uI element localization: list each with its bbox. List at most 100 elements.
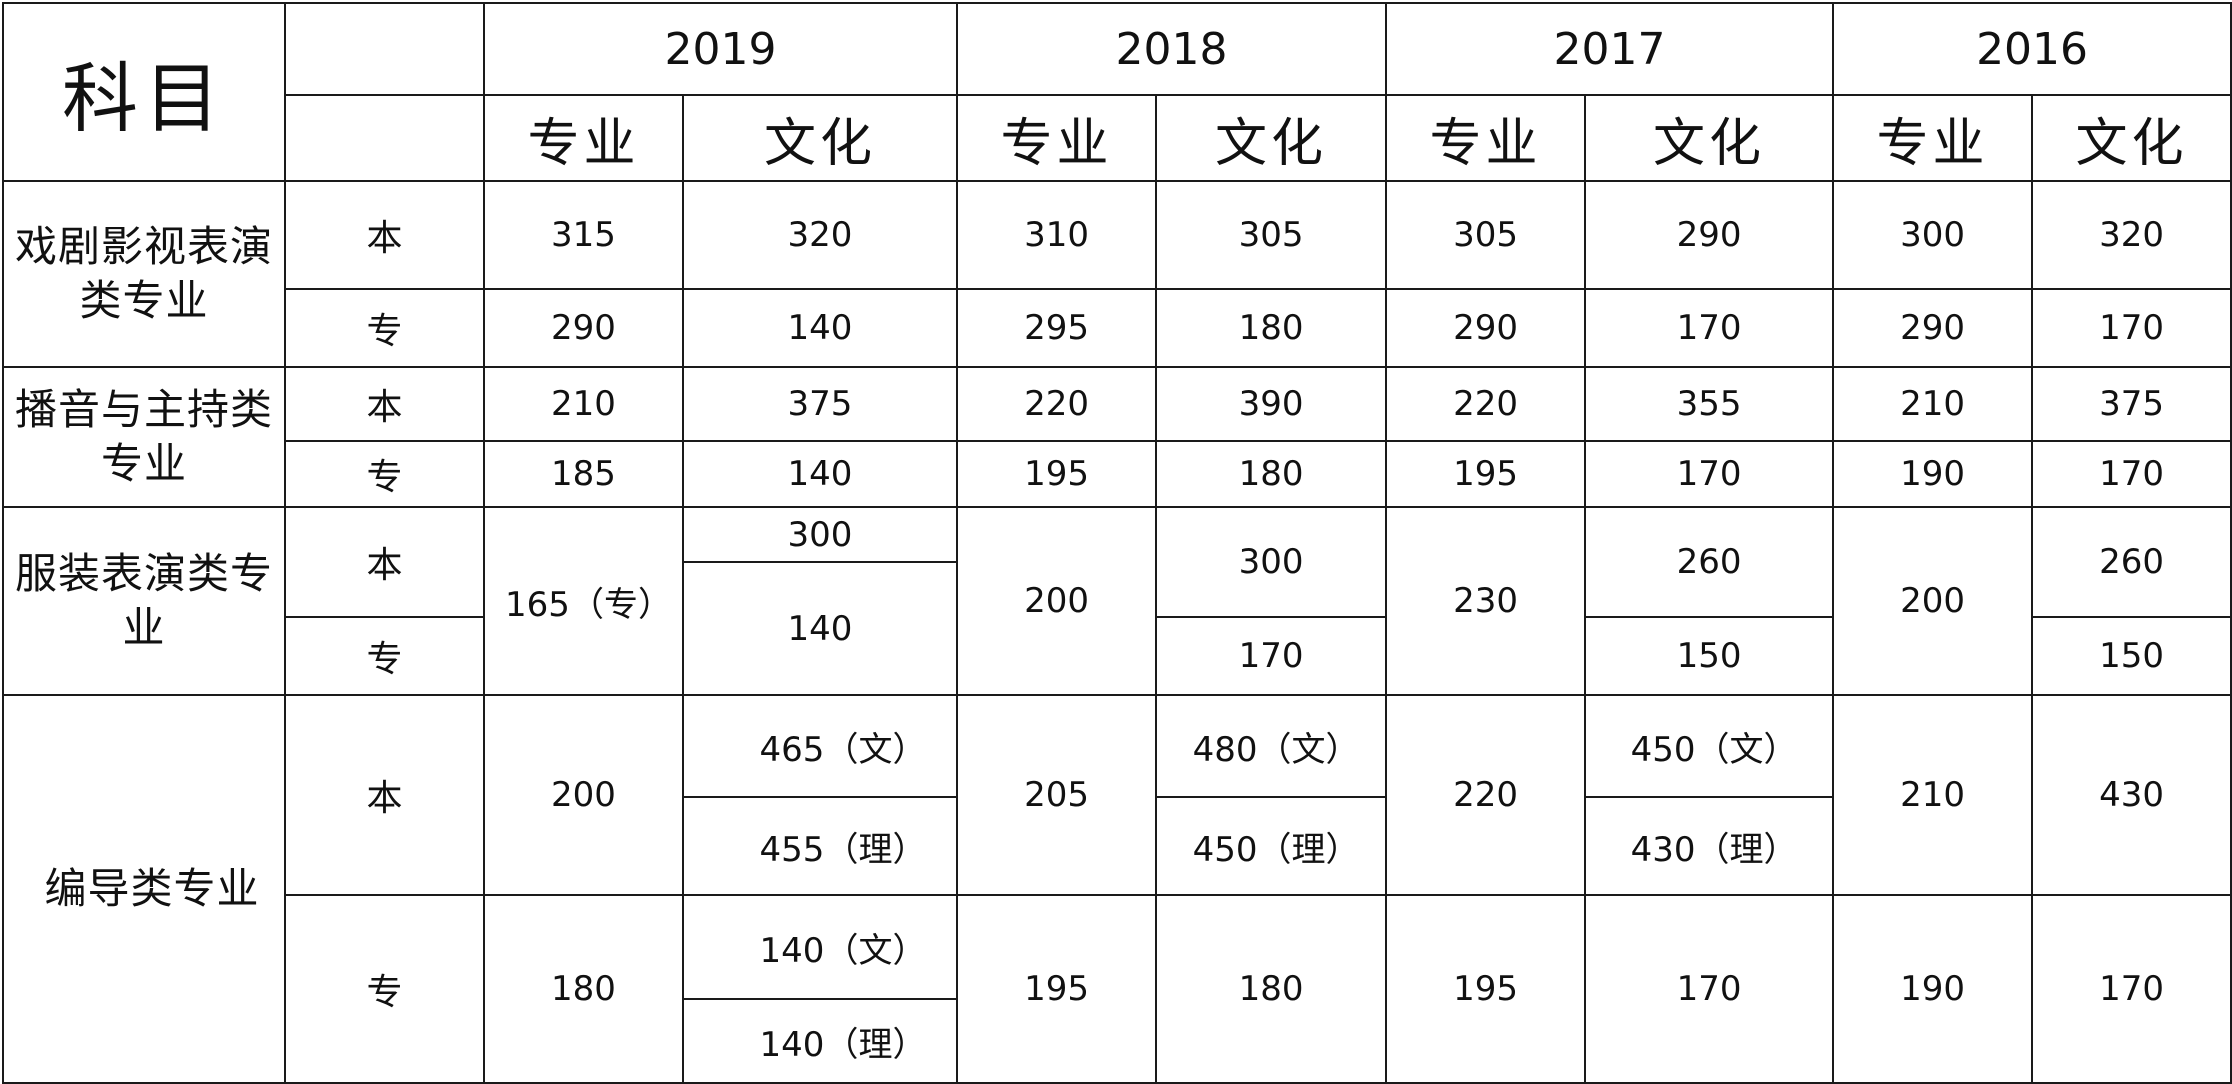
score-cell: 375 (2031, 366, 2232, 442)
score-cell: 170 (1584, 288, 1835, 368)
table-row: 140 (3, 561, 2231, 696)
score-cell: 200 (483, 694, 684, 896)
table-row: 编导类专业 本 200 465（文） 205 480（文） 220 450（文）… (2, 694, 2232, 1084)
score-cell: 195 (956, 440, 1158, 508)
score-cell: 195 (1385, 894, 1587, 1084)
score-cell: 220 (956, 366, 1158, 442)
score-cell: 320 (2031, 180, 2232, 290)
level-ben: 本 (284, 506, 485, 618)
level-zhuan: 专 (284, 288, 485, 368)
score-cell: 170 (2031, 288, 2232, 368)
score-cell: 480（文） (1155, 694, 1388, 798)
table-row: 服装表演类专业 本 165（专） 300 200 300 230 260 200… (2, 506, 2232, 696)
score-cell: 210 (483, 366, 684, 442)
score-cell: 165（专） (483, 506, 684, 696)
table-row: 专 170 150 150 (3, 616, 2232, 696)
year-header-2018: 2018 (956, 2, 1388, 96)
zhuanye-header-2016: 专业 (1832, 94, 2034, 182)
score-cell: 295 (956, 288, 1158, 368)
score-cell: 140 (681, 561, 959, 696)
table-row: 140（理） (3, 998, 2231, 1084)
score-cell: 180 (1155, 894, 1388, 1084)
score-cell: 290 (1584, 180, 1835, 290)
zhuanye-header-2018: 专业 (956, 94, 1158, 182)
score-cell: 150 (1584, 616, 1835, 696)
score-cell: 450（理） (1155, 796, 1388, 896)
score-cell: 310 (956, 180, 1158, 290)
score-cell: 430（理） (1584, 796, 1835, 896)
wenhua-header-2018: 文化 (1155, 94, 1388, 182)
score-cell: 180 (483, 894, 684, 1084)
table-row: 专 290 140 295 180 290 170 290 170 (3, 288, 2232, 368)
score-cell: 200 (1832, 506, 2034, 696)
header-row-types: 专业 文化 专业 文化 专业 文化 专业 文化 (3, 94, 2232, 182)
score-cell: 300 (1155, 506, 1388, 618)
score-cell: 465（文） (681, 694, 959, 798)
category-costume: 服装表演类专业 (2, 506, 286, 696)
score-cell: 195 (956, 894, 1158, 1084)
wenhua-header-2017: 文化 (1584, 94, 1835, 182)
level-ben: 本 (284, 366, 485, 442)
score-cell: 355 (1584, 366, 1835, 442)
score-cell: 210 (1832, 694, 2034, 896)
level-header-blank-2 (284, 94, 485, 182)
score-cell: 230 (1385, 506, 1587, 696)
level-ben: 本 (284, 180, 485, 290)
score-cell: 220 (1385, 366, 1587, 442)
score-cell: 150 (2031, 616, 2232, 696)
level-zhuan: 专 (284, 616, 485, 696)
score-cell: 300 (1832, 180, 2034, 290)
score-cell: 290 (1832, 288, 2034, 368)
score-cell: 180 (1155, 288, 1388, 368)
zhuanye-header-2017: 专业 (1385, 94, 1587, 182)
subject-header: 科目 (2, 2, 286, 182)
category-drama: 戏剧影视表演类专业 (2, 180, 286, 368)
level-header-blank (284, 2, 485, 95)
table-row: 专 180 140（文） 195 180 195 170 190 170 (3, 894, 2232, 1084)
score-cell: 170 (1584, 894, 1835, 1084)
score-cell: 190 (1832, 440, 2034, 508)
score-cell: 260 (2031, 506, 2232, 618)
score-cell: 320 (681, 180, 959, 290)
score-cell: 190 (1832, 894, 2034, 1084)
score-cell: 315 (483, 180, 684, 290)
score-cell: 170 (2031, 894, 2232, 1084)
score-cell: 390 (1155, 366, 1388, 442)
score-cell: 430 (2031, 694, 2232, 896)
score-cell: 375 (681, 366, 959, 442)
score-cell: 290 (1385, 288, 1587, 368)
score-cell: 205 (956, 694, 1158, 896)
score-cell: 305 (1385, 180, 1587, 290)
table-row: 专 185 140 195 180 195 170 190 170 (3, 440, 2232, 508)
score-cell: 140（文） (681, 894, 959, 1000)
score-cell: 290 (483, 288, 684, 368)
score-cell: 140 (681, 440, 959, 508)
score-cell: 185 (483, 440, 684, 508)
level-ben: 本 (284, 694, 485, 896)
score-cell: 200 (956, 506, 1158, 696)
score-cell: 300 (681, 506, 959, 563)
year-header-2016: 2016 (1832, 2, 2232, 96)
score-cell: 450（文） (1584, 694, 1835, 798)
level-zhuan: 专 (284, 894, 485, 1084)
score-cell: 455（理） (681, 796, 959, 896)
category-broadcast: 播音与主持类专业 (2, 366, 286, 508)
score-cell: 260 (1584, 506, 1835, 618)
score-cell: 305 (1155, 180, 1388, 290)
score-cell: 180 (1155, 440, 1388, 508)
score-cell: 140（理） (681, 998, 959, 1084)
score-cell: 170 (1584, 440, 1835, 508)
table-row: 戏剧影视表演类专业 本 315 320 310 305 305 290 300 … (2, 180, 2232, 368)
category-directing: 编导类专业 (2, 694, 286, 1084)
score-cell: 195 (1385, 440, 1587, 508)
score-cell: 170 (1155, 616, 1388, 696)
score-cell: 210 (1832, 366, 2034, 442)
zhuanye-header-2019: 专业 (483, 94, 684, 182)
year-header-2017: 2017 (1385, 2, 1835, 96)
score-cell: 220 (1385, 694, 1587, 896)
table-row: 455（理） 450（理） 430（理） (3, 796, 2231, 896)
wenhua-header-2019: 文化 (681, 94, 959, 182)
wenhua-header-2016: 文化 (2031, 94, 2232, 182)
header-row-years: 科目 2019 2018 2017 2016 (2, 2, 2232, 182)
